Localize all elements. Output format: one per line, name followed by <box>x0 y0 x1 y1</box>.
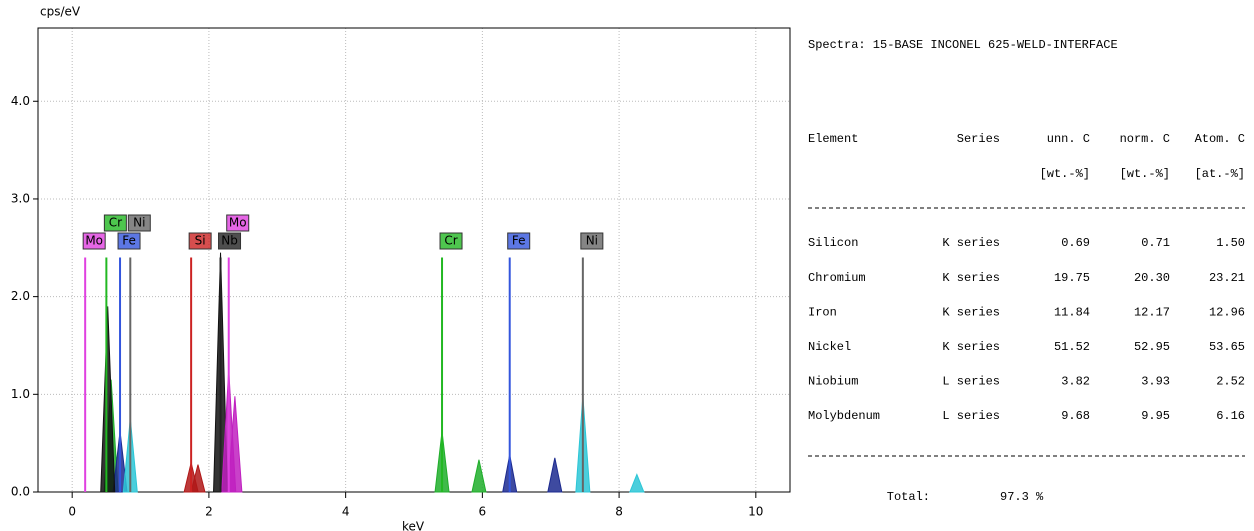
table-cell: 9.68 <box>1061 409 1090 423</box>
table-cell: 3.93 <box>1141 375 1170 389</box>
table-cell: 1.50 <box>1216 236 1245 250</box>
table-cell: 19.75 <box>1054 271 1090 285</box>
total-label: Total: <box>887 490 930 504</box>
table-cell: Chromium <box>808 271 866 285</box>
element-label: Nb <box>221 234 238 248</box>
column-header: Atom. C <box>1195 132 1245 146</box>
table-cell: 52.95 <box>1134 340 1170 354</box>
spectrum-peak <box>190 464 206 493</box>
element-label: Mo <box>85 234 103 248</box>
table-cell: K series <box>942 271 1000 285</box>
column-unit: [wt.-%] <box>1120 167 1170 181</box>
element-label-box <box>507 232 531 250</box>
y-tick-label: 4.0 <box>11 94 30 108</box>
table-cell: 12.96 <box>1209 305 1245 319</box>
spectrum-peak <box>471 459 487 493</box>
x-tick-label: 8 <box>615 505 623 519</box>
x-tick-label: 2 <box>205 505 213 519</box>
table-cell: Niobium <box>808 375 858 389</box>
y-axis-label: cps/eV <box>40 5 81 19</box>
table-cell: 6.16 <box>1216 409 1245 423</box>
spectrum-peak <box>100 306 116 493</box>
element-label-box <box>218 232 242 250</box>
table-cell: L series <box>942 409 1000 423</box>
column-unit: [wt.-%] <box>1040 167 1090 181</box>
y-tick-label: 2.0 <box>11 289 30 303</box>
table-cell: 0.69 <box>1061 236 1090 250</box>
table-cell: Nickel <box>808 340 851 354</box>
element-label: Mo <box>229 216 247 230</box>
table-cell: K series <box>942 340 1000 354</box>
element-label-box <box>117 232 141 250</box>
table-cell: 3.82 <box>1061 375 1090 389</box>
table-cell: 9.95 <box>1141 409 1170 423</box>
table-cell: K series <box>942 236 1000 250</box>
y-tick-label: 0.0 <box>11 485 30 499</box>
table-cell: Silicon <box>808 236 858 250</box>
table-cell: 2.52 <box>1216 375 1245 389</box>
table-cell: K series <box>942 305 1000 319</box>
element-label-box <box>82 232 106 250</box>
table-cell: 23.21 <box>1209 271 1245 285</box>
element-label: Cr <box>444 234 457 248</box>
x-tick-label: 0 <box>68 505 76 519</box>
element-label: Ni <box>133 216 145 230</box>
table-cell: L series <box>942 375 1000 389</box>
spectrum-peak <box>629 473 645 493</box>
table-cell: 12.17 <box>1134 305 1170 319</box>
spectrum-peak <box>547 457 563 493</box>
column-unit: [at.-%] <box>1195 167 1245 181</box>
x-tick-label: 6 <box>479 505 487 519</box>
table-cell: Molybdenum <box>808 409 880 423</box>
column-header: Element <box>808 132 858 146</box>
element-label-box <box>188 232 212 250</box>
table-cell: 51.52 <box>1054 340 1090 354</box>
element-label-box <box>580 232 604 250</box>
column-header: unn. C <box>1047 132 1090 146</box>
element-label: Ni <box>586 234 598 248</box>
element-label-box <box>127 214 151 232</box>
column-header: Series <box>957 132 1000 146</box>
y-tick-label: 3.0 <box>11 191 30 205</box>
table-cell: 11.84 <box>1054 305 1090 319</box>
element-label-box <box>103 214 127 232</box>
total-value: 97.3 % <box>1000 490 1044 504</box>
table-cell: 0.71 <box>1141 236 1170 250</box>
x-tick-label: 4 <box>342 505 350 519</box>
table-cell: 53.65 <box>1209 340 1245 354</box>
table-cell: Iron <box>808 305 837 319</box>
plot-frame <box>37 27 791 493</box>
element-label: Fe <box>122 234 136 248</box>
x-axis-label: keV <box>402 520 425 531</box>
spectrum-peak <box>227 396 243 493</box>
x-tick-label: 10 <box>748 505 763 519</box>
element-label: Fe <box>512 234 526 248</box>
element-label-box <box>226 214 250 232</box>
element-label: Cr <box>109 216 122 230</box>
column-header: norm. C <box>1120 132 1170 146</box>
table-title: Spectra: 15-BASE INCONEL 625-WELD-INTERF… <box>808 38 1118 52</box>
element-label: Si <box>195 234 206 248</box>
table-cell: 20.30 <box>1134 271 1170 285</box>
y-tick-label: 1.0 <box>11 387 30 401</box>
element-label-box <box>439 232 463 250</box>
